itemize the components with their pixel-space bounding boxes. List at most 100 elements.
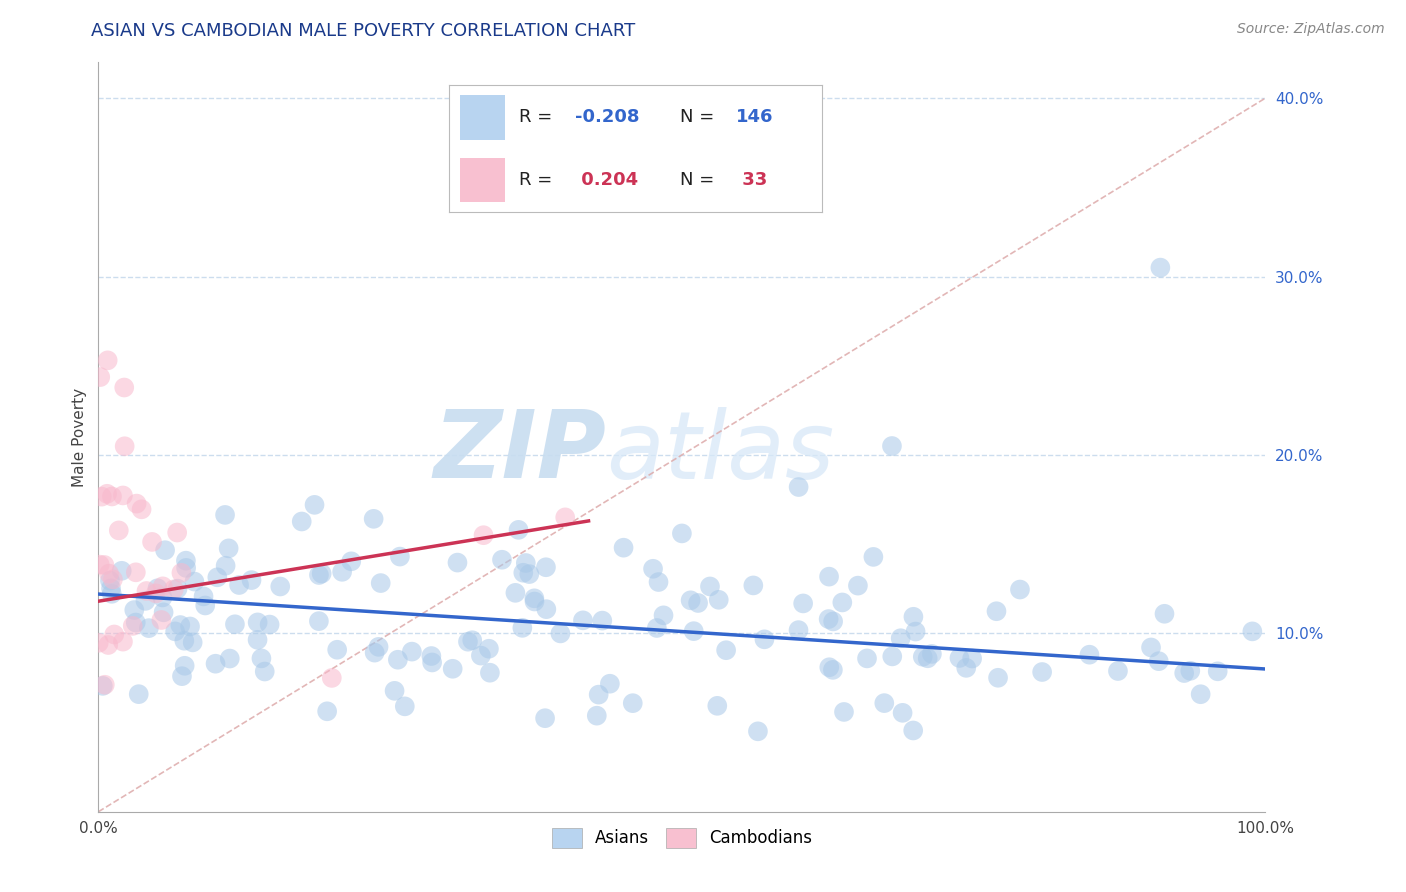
Point [269,580,291,594]
Text: ZIP: ZIP [433,406,606,498]
Point [457,634,479,648]
Point [955,661,977,675]
Point [652,608,675,623]
Point [679,593,702,607]
Point [536,602,558,616]
Point [101,587,124,601]
Point [517,567,540,582]
Point [917,651,939,665]
Point [125,497,148,511]
Point [165,624,187,639]
Point [1180,664,1202,678]
Point [706,698,728,713]
Point [1140,640,1163,655]
Point [1241,624,1264,639]
Point [170,566,193,580]
Point [207,570,229,584]
Point [330,565,353,579]
Point [246,615,269,630]
Point [613,541,636,555]
Point [818,569,841,583]
Point [1153,607,1175,621]
Point [89,558,111,572]
Point [682,624,704,639]
Point [818,660,841,674]
Point [491,552,513,566]
Point [1173,666,1195,681]
Text: Source: ZipAtlas.com: Source: ZipAtlas.com [1237,22,1385,37]
Point [823,615,845,629]
Point [98,574,121,588]
Point [246,632,269,647]
Point [387,653,409,667]
Point [747,724,769,739]
Point [194,599,217,613]
Point [179,619,201,633]
Point [367,640,389,654]
Point [420,656,443,670]
Point [986,604,1008,618]
Point [461,633,484,648]
Point [534,560,557,574]
Point [135,584,157,599]
Point [308,614,330,628]
Point [960,651,983,665]
Point [647,574,669,589]
Point [384,683,406,698]
Point [1149,260,1171,275]
Point [1078,648,1101,662]
Point [321,671,343,685]
Point [441,662,464,676]
Point [903,723,925,738]
Point [181,635,204,649]
Point [671,526,693,541]
Point [478,665,501,680]
Point [554,510,576,524]
Point [87,636,110,650]
Point [370,576,392,591]
Point [787,480,810,494]
Point [585,708,607,723]
Point [904,624,927,639]
Point [890,632,912,646]
Text: atlas: atlas [606,407,834,498]
Point [707,592,730,607]
Point [173,658,195,673]
Point [98,566,121,581]
Point [111,488,134,502]
Point [204,657,226,671]
Point [873,696,896,710]
Point [401,645,423,659]
Point [588,688,610,702]
Point [183,574,205,589]
Point [394,699,416,714]
Point [170,669,193,683]
Point [145,586,167,600]
Point [523,594,546,608]
Point [742,578,765,592]
Point [134,594,156,608]
Point [138,621,160,635]
Point [470,648,492,663]
Point [591,614,613,628]
Point [89,370,111,384]
Point [911,649,934,664]
Point [101,490,124,504]
Point [214,558,236,573]
Point [311,566,333,581]
Point [699,579,721,593]
Point [1189,687,1212,701]
Point [891,706,914,720]
Point [363,512,385,526]
Point [97,638,120,652]
Point [621,696,644,710]
Legend: Asians, Cambodians: Asians, Cambodians [543,820,821,855]
Point [512,566,534,580]
Point [121,619,143,633]
Point [792,596,814,610]
Point [141,535,163,549]
Point [166,525,188,540]
Point [152,591,174,605]
Point [880,439,903,453]
Point [508,523,530,537]
